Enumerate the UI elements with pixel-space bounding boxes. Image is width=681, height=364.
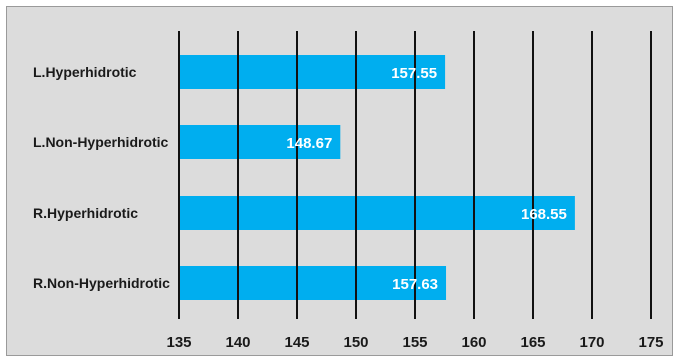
x-tick-label-0: 135 xyxy=(166,334,191,351)
x-tick-label-4: 155 xyxy=(402,334,427,351)
data-label-0: 157.55 xyxy=(391,65,437,82)
x-tick-label-7: 170 xyxy=(579,334,604,351)
x-tick-label-2: 145 xyxy=(284,334,309,351)
bar-3 xyxy=(179,266,447,300)
data-label-2: 168.55 xyxy=(521,206,567,223)
bar-chart: 135 140 145 150 155 160 165 170 175 L.Hyperhidrot… xyxy=(33,31,664,351)
data-label-1: 148.67 xyxy=(286,135,332,152)
bar-0 xyxy=(179,55,446,89)
x-tick-label-6: 165 xyxy=(520,334,545,351)
category-label-2: R.Hyperhidrotic xyxy=(33,205,138,221)
x-tick-label-8: 175 xyxy=(638,334,663,351)
data-label-3: 157.63 xyxy=(392,276,438,293)
chart-frame: 135 140 145 150 155 160 165 170 175 L.Hyperhidrot… xyxy=(6,6,673,356)
bar-2 xyxy=(179,196,575,230)
category-label-1: L.Non-Hyperhidrotic xyxy=(33,134,169,150)
category-label-0: L.Hyperhidrotic xyxy=(33,64,137,80)
bar-1 xyxy=(179,125,341,159)
category-label-3: R.Non-Hyperhidrotic xyxy=(33,275,170,291)
x-tick-label-1: 140 xyxy=(225,334,250,351)
x-tick-label-5: 160 xyxy=(461,334,486,351)
x-tick-label-3: 150 xyxy=(343,334,368,351)
